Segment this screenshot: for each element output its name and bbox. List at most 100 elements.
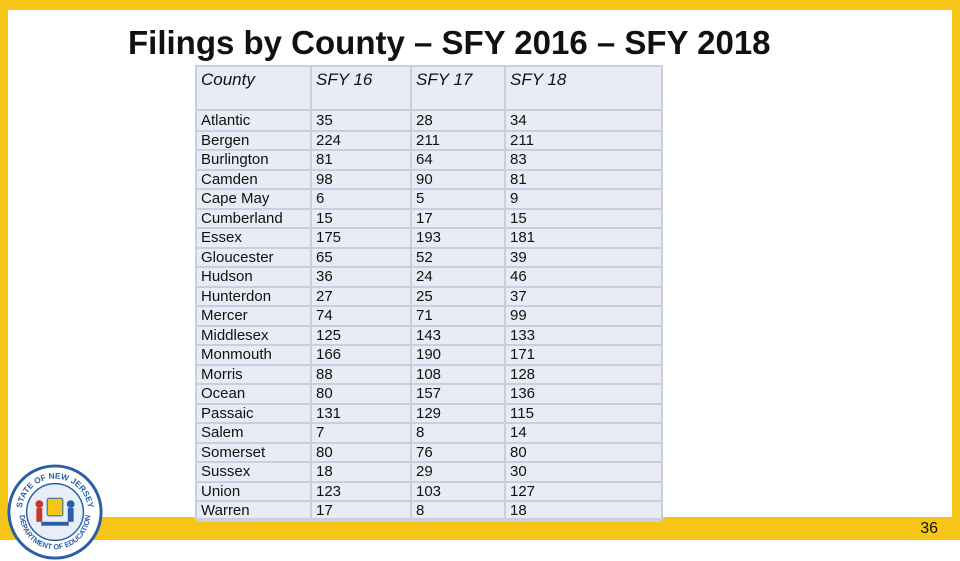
sfy16-cell: 123	[316, 482, 342, 500]
sfy17-cell: 25	[416, 287, 433, 305]
row-divider	[197, 480, 661, 483]
sfy17-cell: 8	[416, 502, 425, 519]
sfy16-cell: 7	[316, 424, 325, 441]
county-cell: Monmouth	[201, 346, 272, 363]
sfy18-cell: 14	[510, 424, 527, 441]
row-divider	[197, 305, 661, 307]
county-cell: Morris	[201, 365, 243, 383]
sfy18-cell: 136	[510, 385, 536, 402]
header-sfy17: SFY 17	[416, 70, 473, 89]
county-cell: Passaic	[201, 404, 254, 422]
sfy16-cell: 80	[316, 443, 333, 461]
sfy18-cell: 15	[510, 209, 527, 227]
sfy18-cell: 81	[510, 170, 527, 188]
county-cell: Essex	[201, 229, 242, 246]
county-cell: Warren	[201, 502, 250, 519]
page-title: Filings by County – SFY 2016 – SFY 2018	[128, 24, 771, 61]
sfy18-cell: 18	[510, 502, 527, 519]
sfy17-cell: 64	[416, 151, 433, 168]
sfy17-cell: 24	[416, 268, 433, 285]
sfy18-cell: 37	[510, 287, 527, 305]
county-cell: Salem	[201, 424, 244, 441]
sfy17-cell: 129	[416, 404, 442, 422]
column-divider	[410, 67, 412, 518]
sfy17-cell: 17	[416, 209, 433, 227]
county-cell: Hudson	[201, 268, 253, 285]
sfy17-cell: 190	[416, 346, 442, 363]
table-header-row: County SFY 16 SFY 17 SFY 18	[197, 67, 661, 111]
sfy18-cell: 133	[510, 326, 536, 344]
county-cell: Cape May	[201, 190, 270, 207]
county-cell: Mercer	[201, 307, 248, 324]
sfy17-cell: 5	[416, 190, 425, 207]
row-divider	[197, 383, 661, 385]
row-divider	[197, 207, 661, 210]
sfy16-cell: 224	[316, 131, 342, 149]
column-divider	[504, 67, 506, 518]
sfy16-cell: 15	[316, 209, 333, 227]
sfy17-cell: 157	[416, 385, 442, 402]
sfy16-cell: 6	[316, 190, 325, 207]
row-divider	[197, 363, 661, 366]
county-cell: Ocean	[201, 385, 246, 402]
row-divider	[197, 188, 661, 190]
county-cell: Hunterdon	[201, 287, 272, 305]
sfy16-cell: 65	[316, 248, 333, 266]
sfy16-cell: 131	[316, 404, 342, 422]
page-number: 36	[920, 520, 938, 537]
sfy16-cell: 18	[316, 463, 333, 480]
county-column: Atlantic Bergen Burlington Camden Cape May Cu…	[201, 111, 283, 521]
row-divider	[197, 227, 661, 229]
filings-table: County SFY 16 SFY 17 SFY 18 Atlantic Berg…	[195, 65, 663, 522]
sfy18-cell: 80	[510, 443, 527, 461]
sfy17-cell: 28	[416, 112, 433, 129]
row-divider	[197, 500, 661, 502]
sfy16-cell: 74	[316, 307, 333, 324]
sfy17-cell: 29	[416, 463, 433, 480]
row-divider	[197, 344, 661, 346]
county-cell: Sussex	[201, 463, 251, 480]
header-sfy16: SFY 16	[316, 70, 373, 89]
sfy18-cell: 181	[510, 229, 536, 246]
nj-department-of-education-seal-icon: STATE OF NEW JERSEY DEPARTMENT OF EDUCAT…	[7, 464, 103, 560]
sfy18-cell: 128	[510, 365, 536, 383]
sfy17-cell: 8	[416, 424, 425, 441]
row-divider	[197, 519, 661, 522]
row-divider	[197, 324, 661, 327]
sfy18-cell: 46	[510, 268, 527, 285]
sfy16-cell: 175	[316, 229, 342, 246]
sfy18-cell: 9	[510, 190, 519, 207]
sfy17-cell: 90	[416, 170, 433, 188]
sfy18-cell: 115	[510, 404, 534, 422]
row-divider	[197, 441, 661, 444]
sfy16-cell: 98	[316, 170, 333, 188]
column-divider	[310, 67, 312, 518]
row-divider	[197, 168, 661, 171]
sfy18-cell: 99	[510, 307, 527, 324]
row-divider	[197, 246, 661, 249]
row-divider	[197, 129, 661, 132]
row-divider	[197, 422, 661, 424]
sfy16-cell: 125	[316, 326, 342, 344]
sfy16-cell: 36	[316, 268, 333, 285]
sfy17-cell: 52	[416, 248, 433, 266]
sfy18-cell: 39	[510, 248, 527, 266]
sfy17-cell: 76	[416, 443, 433, 461]
sfy18-cell: 211	[510, 131, 534, 149]
county-cell: Middlesex	[201, 326, 269, 344]
sfy17-cell: 193	[416, 229, 442, 246]
sfy18-cell: 171	[510, 346, 536, 363]
sfy16-column: 35 224 81 98 6 15 175 65 36 27 74 125 166 88 80 131 7 80 1…	[316, 111, 341, 521]
row-divider	[197, 461, 661, 463]
county-cell: Gloucester	[201, 248, 274, 266]
sfy17-cell: 103	[416, 482, 442, 500]
row-divider	[197, 285, 661, 288]
sfy16-cell: 27	[316, 287, 333, 305]
county-cell: Union	[201, 482, 241, 500]
sfy16-cell: 80	[316, 385, 333, 402]
row-divider	[197, 266, 661, 268]
sfy17-cell: 211	[416, 131, 440, 149]
header-county: County	[201, 70, 255, 89]
sfy16-cell: 17	[316, 502, 333, 519]
sfy18-column: 34 211 83 81 9 15 181 39 46 37 99 133 171 128 136 115 14…	[510, 111, 535, 521]
